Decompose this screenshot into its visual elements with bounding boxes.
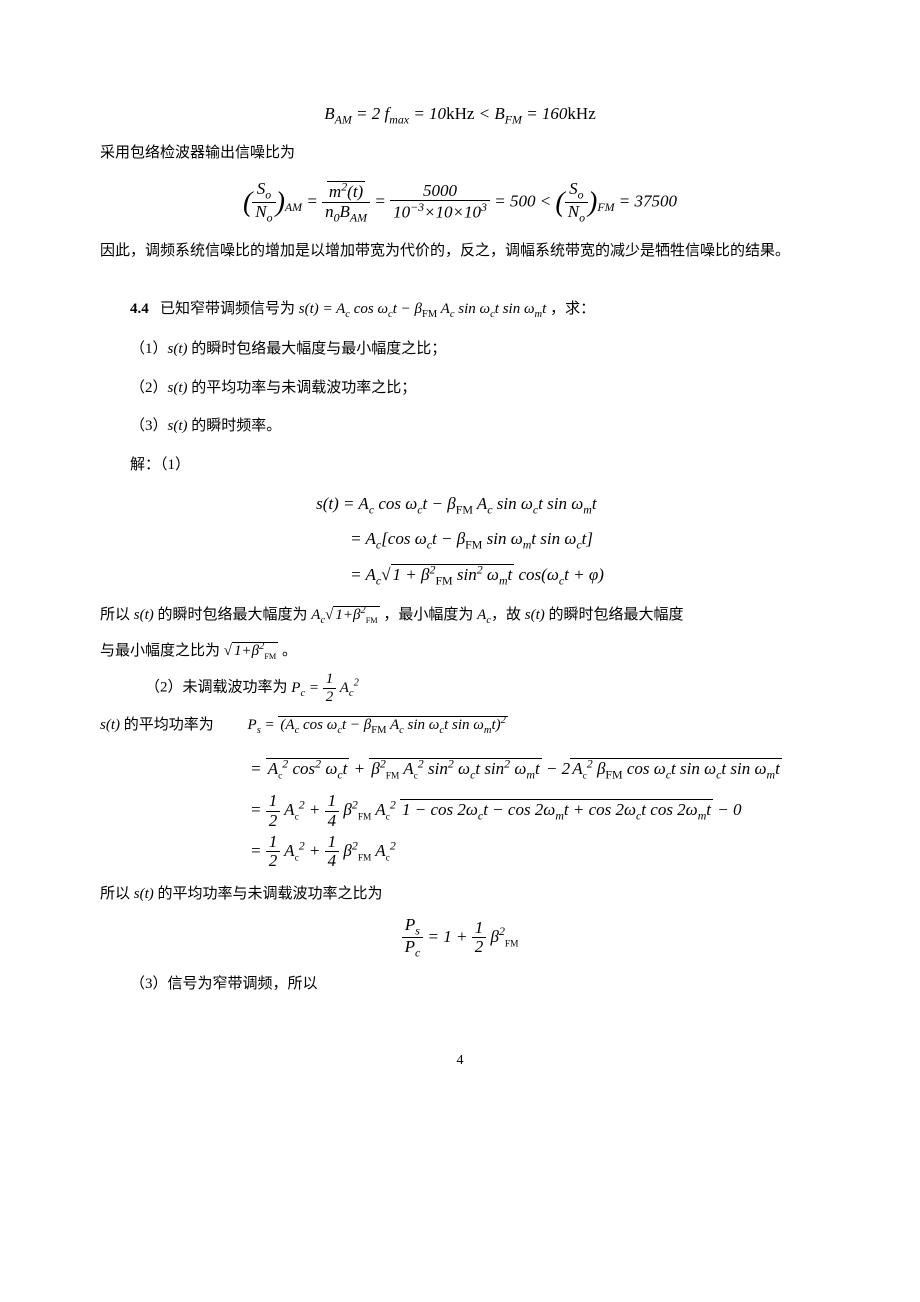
problem-4-4: 4.4 已知窄带调频信号为 s(t) = Ac cos ωct − βFM Ac…: [100, 295, 820, 325]
page-number: 4: [100, 1048, 820, 1075]
part3-intro: （3）信号为窄带调频，所以: [130, 970, 820, 999]
text-env-intro: 采用包络检波器输出信噪比为: [100, 139, 820, 168]
equation-ps-expand: = Ac2 cos2 ωct + β2FM Ac2 sin2 ωct sin2 …: [100, 749, 820, 871]
equation-ratio: PsPc = 1 + 12 β2FM: [100, 916, 820, 960]
problem-label: 4.4: [130, 301, 149, 317]
problem-part-3: （3）s(t) 的瞬时频率。: [130, 412, 820, 441]
equation-snr: (SoNo)AM = m2(t)n0BAM = 500010−3×10×103 …: [100, 176, 820, 229]
part2-intro: （2）未调载波功率为 Pc = 12 Ac2: [145, 671, 820, 705]
problem-part-2: （2）s(t) 的平均功率与未调载波功率之比；: [130, 374, 820, 403]
text-conclusion: 因此，调频系统信噪比的增加是以增加带宽为代价的，反之，调幅系统带宽的减少是牺牲信…: [100, 237, 820, 266]
text-ratio-intro: 所以 s(t) 的平均功率与未调载波功率之比为: [100, 880, 820, 909]
solution-label: 解：（1）: [100, 451, 820, 480]
equation-s-expand: s(t) = Ac cos ωct − βFM Ac sin ωct sin ω…: [100, 487, 820, 593]
equation-bam: BAM = 2 fmax = 10kHz < BFM = 160kHz: [100, 98, 820, 131]
text-envelope-2: 与最小幅度之比为 √1+β2FM 。: [100, 637, 820, 666]
ps-intro: s(t) 的平均功率为 Ps = (Ac cos ωct − βFM Ac si…: [100, 711, 820, 741]
text-envelope-1: 所以 s(t) 的瞬时包络最大幅度为 Ac√1+β2FM ，最小幅度为 Ac，故…: [100, 601, 820, 631]
problem-part-1: （1）s(t) 的瞬时包络最大幅度与最小幅度之比；: [130, 335, 820, 364]
